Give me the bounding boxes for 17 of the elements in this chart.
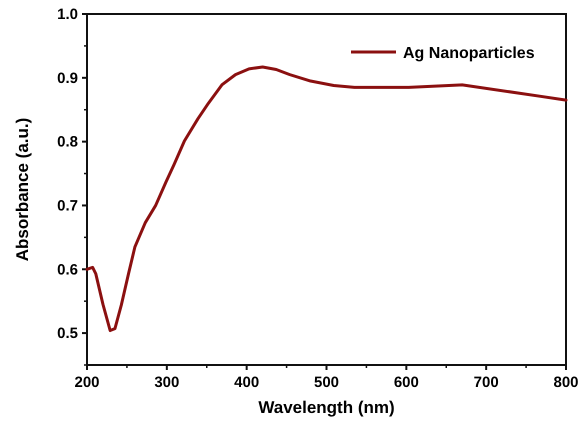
legend-label: Ag Nanoparticles — [403, 45, 535, 62]
x-tick-label: 600 — [394, 374, 419, 391]
x-tick-label: 400 — [234, 374, 260, 391]
x-axis-title: Wavelength (nm) — [258, 398, 395, 417]
y-axis-title: Absorbance (a.u.) — [13, 118, 32, 262]
y-tick-label: 0.6 — [57, 261, 78, 278]
x-tick-label: 300 — [154, 374, 180, 391]
line-series — [86, 65, 568, 332]
x-tick-label: 500 — [314, 374, 340, 391]
y-tick-label: 0.8 — [57, 134, 78, 151]
x-tick-label: 200 — [74, 374, 100, 391]
y-tick-label: 1.0 — [57, 6, 78, 23]
y-tick-label: 0.9 — [57, 70, 78, 87]
x-tick-label: 700 — [474, 374, 499, 391]
y-tick-label: 0.7 — [57, 197, 78, 214]
x-tick-label: 800 — [553, 374, 579, 391]
y-tick-label: 0.5 — [57, 325, 78, 342]
